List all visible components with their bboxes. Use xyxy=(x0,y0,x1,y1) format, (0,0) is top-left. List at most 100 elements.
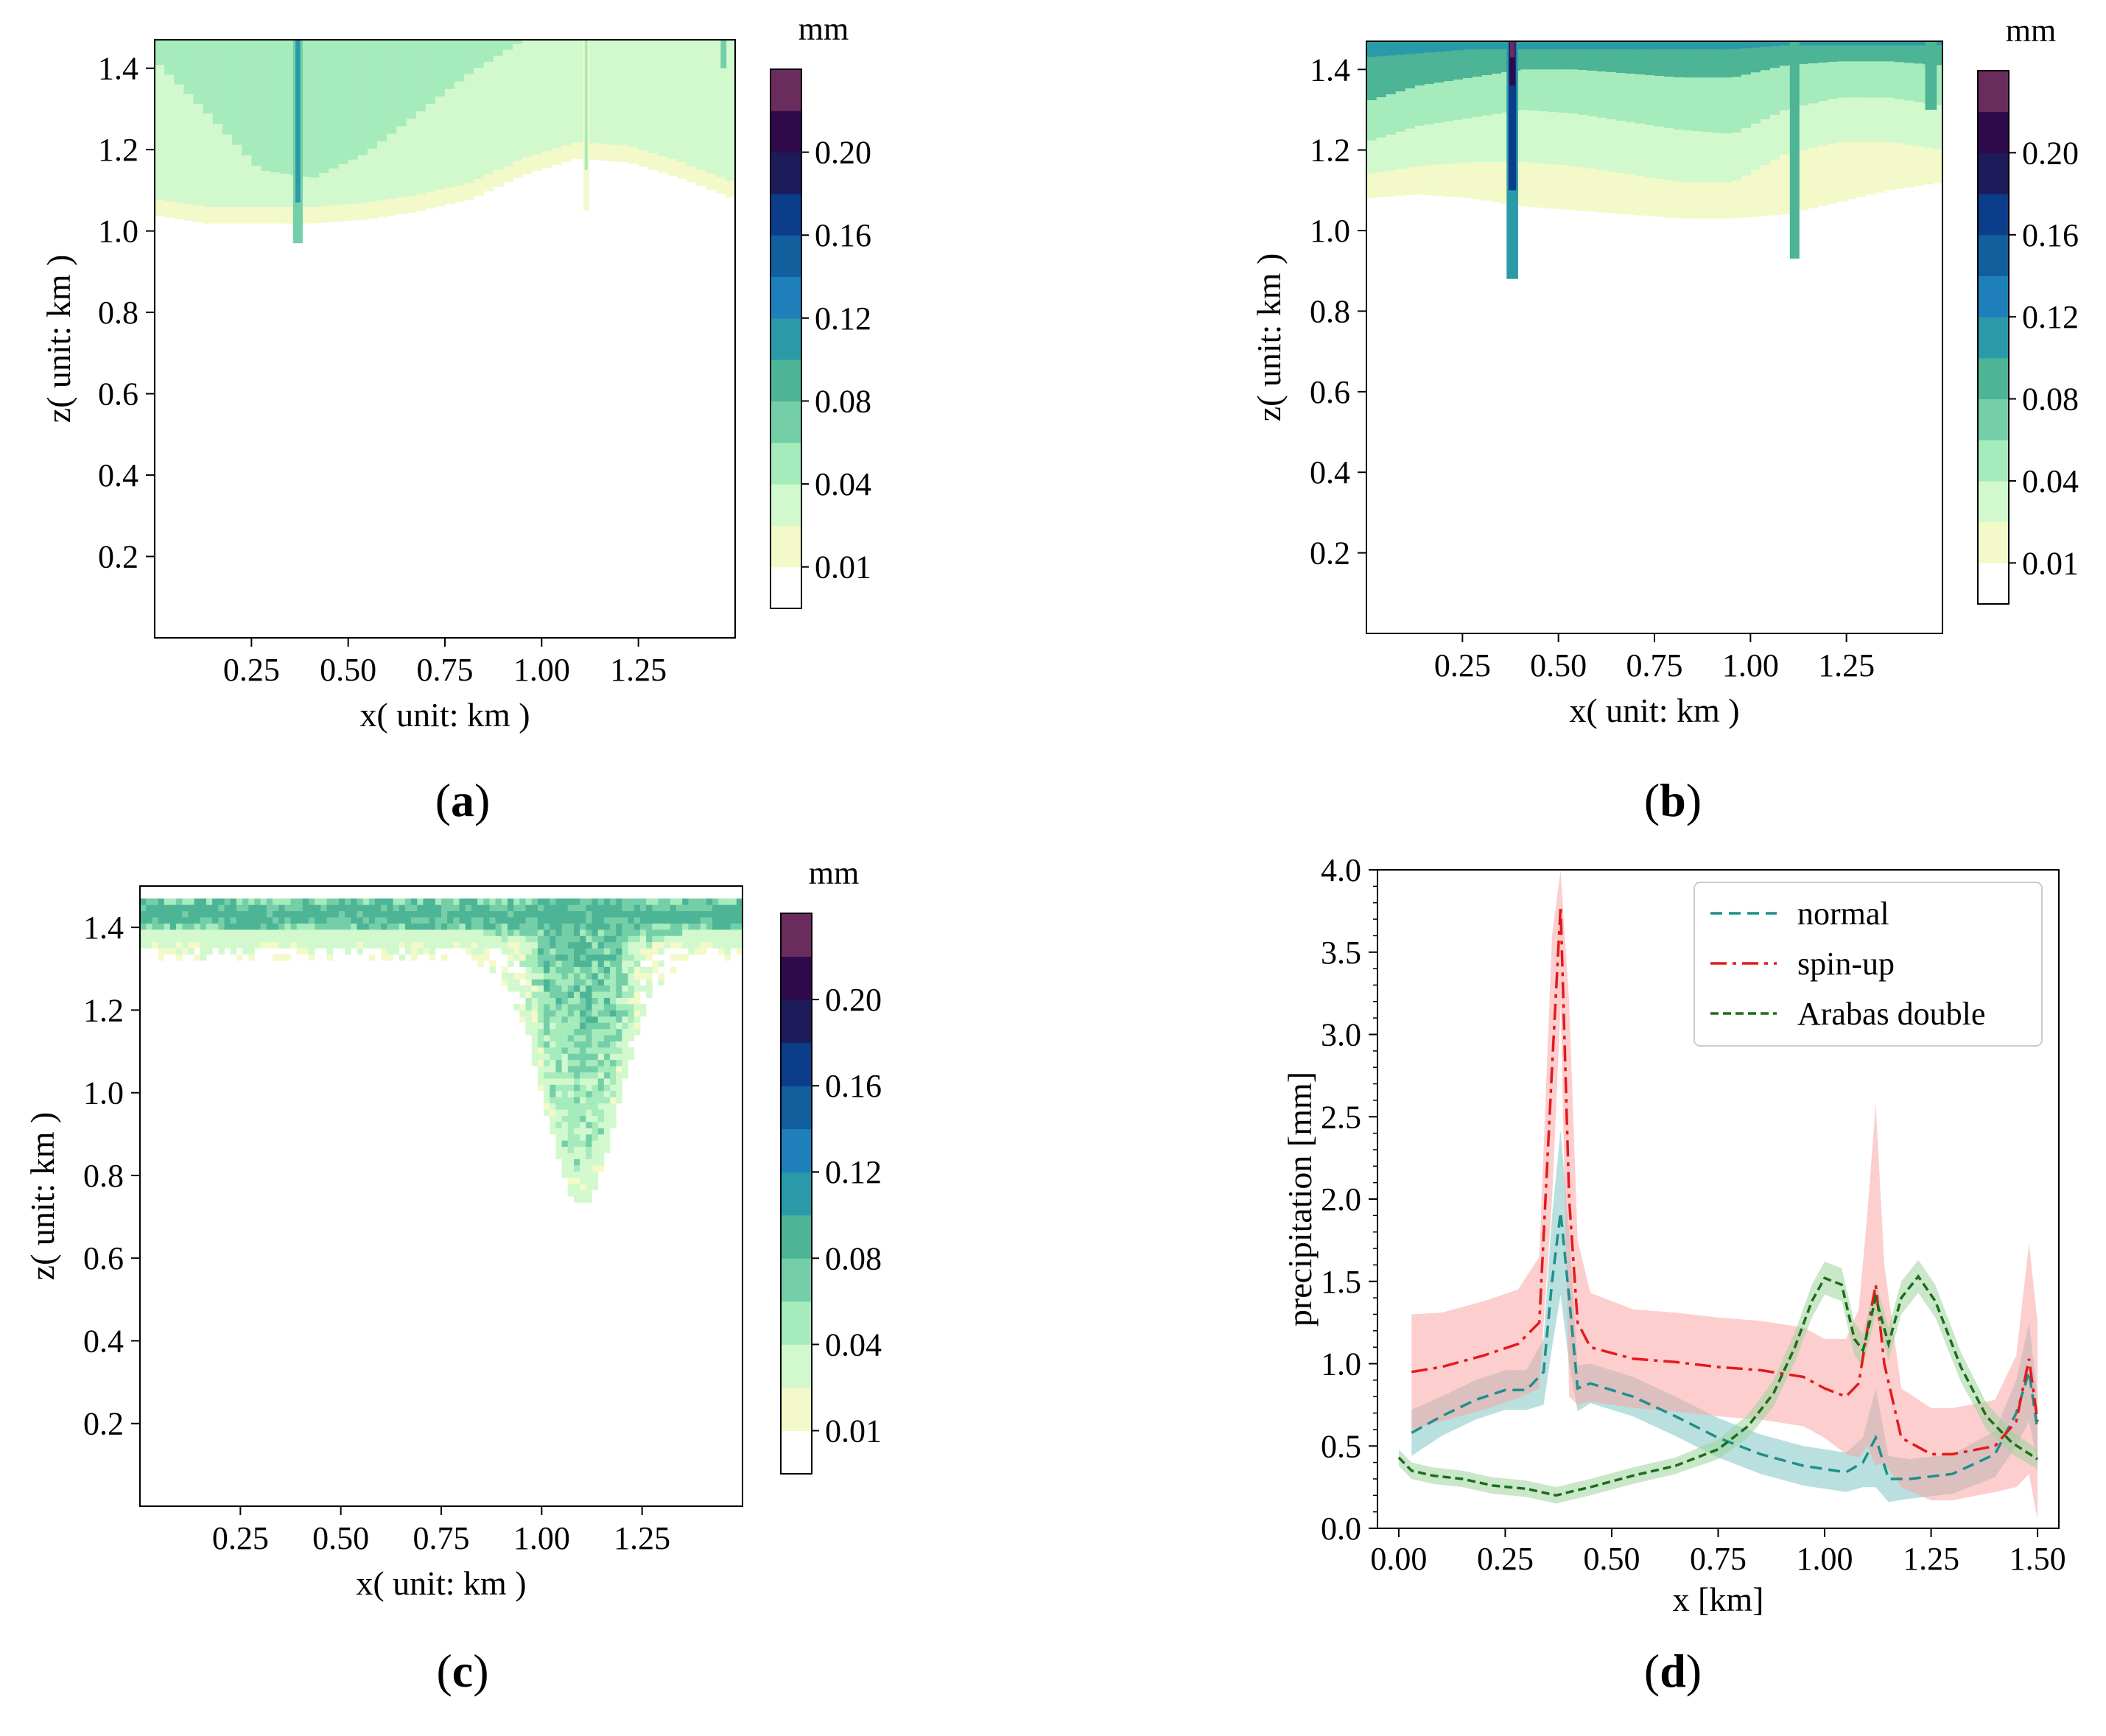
heatmap-cell xyxy=(639,898,647,905)
heatmap-cell xyxy=(152,941,158,949)
heatmap-cell xyxy=(447,929,454,936)
heatmap-cell xyxy=(146,941,152,949)
heatmap-cell xyxy=(639,972,647,980)
heatmap-cell xyxy=(670,929,677,936)
heatmap-cell xyxy=(724,917,731,924)
heatmap-cell xyxy=(357,904,364,912)
heatmap-cell xyxy=(592,1053,599,1061)
heatmap-cell xyxy=(489,923,496,930)
heatmap-cell xyxy=(696,169,707,186)
heatmap-cell xyxy=(567,904,575,912)
heatmap-cell xyxy=(483,923,490,930)
heatmap-cell xyxy=(415,194,427,211)
heatmap-cell xyxy=(567,1078,575,1085)
heatmap-cell xyxy=(639,1010,647,1017)
heatmap-cell xyxy=(736,935,743,943)
heatmap-cell xyxy=(332,917,340,924)
heatmap-cell xyxy=(700,923,707,930)
heatmap-cell xyxy=(597,1003,605,1011)
panel-c-xtick-label: 1.25 xyxy=(614,1520,670,1556)
heatmap-cell xyxy=(580,1177,586,1184)
panel-a-ytick-label: 0.6 xyxy=(98,376,138,412)
heatmap-cell xyxy=(586,1090,592,1097)
heatmap-cell xyxy=(1760,41,1770,47)
heatmap-cell xyxy=(586,1128,592,1135)
heatmap-cell xyxy=(537,1022,544,1030)
heatmap-cell xyxy=(1827,41,1838,46)
heatmap-cell xyxy=(555,917,562,924)
heatmap-cell xyxy=(183,203,194,221)
heatmap-cell xyxy=(315,910,321,918)
heatmap-cell xyxy=(1836,41,1847,62)
heatmap-cell xyxy=(658,898,665,905)
heatmap-cell xyxy=(302,941,309,949)
heatmap-cell xyxy=(537,941,544,949)
panel-b-colorbar-label: 0.01 xyxy=(2022,545,2079,581)
heatmap-cell xyxy=(261,40,272,171)
heatmap-cell xyxy=(580,1121,586,1128)
heatmap-cell xyxy=(592,1159,599,1166)
heatmap-cell xyxy=(176,948,183,955)
heatmap-cell xyxy=(550,1115,556,1122)
heatmap-cell xyxy=(525,898,533,905)
heatmap-cell xyxy=(1721,41,1732,49)
heatmap-cell xyxy=(326,954,334,961)
heatmap-cell xyxy=(152,917,158,924)
heatmap-cell xyxy=(471,954,478,961)
heatmap-cell xyxy=(188,910,195,918)
heatmap-cell xyxy=(212,941,219,949)
heatmap-cell xyxy=(531,1041,538,1048)
heatmap-cell xyxy=(495,935,502,943)
heatmap-cell xyxy=(616,948,622,955)
heatmap-cell xyxy=(555,1134,562,1141)
heatmap-cell xyxy=(597,960,605,967)
heatmap-cell xyxy=(537,1078,544,1085)
heatmap-cell xyxy=(501,948,508,955)
heatmap-cell xyxy=(302,904,309,912)
heatmap-cell xyxy=(435,904,442,912)
heatmap-cell xyxy=(489,960,496,967)
heatmap-cell xyxy=(628,898,635,905)
heatmap-cell xyxy=(706,929,713,936)
heatmap-cell xyxy=(248,929,255,936)
heatmap-cell xyxy=(610,1041,617,1048)
heatmap-cell xyxy=(628,941,635,949)
heatmap-cell xyxy=(622,941,628,949)
heatmap-cell xyxy=(730,910,737,918)
heatmap-cell xyxy=(471,917,478,924)
legend-box xyxy=(1693,882,2043,1047)
heatmap-cell xyxy=(567,1028,575,1036)
heatmap-cell xyxy=(567,1128,575,1135)
panel-b-colorbar-label: 0.16 xyxy=(2022,217,2079,253)
heatmap-panel-b: 0.25 0.50 0.75 1.00 1.250.20.40.60.81.01.21.… xyxy=(1250,13,2079,729)
heatmap-cell xyxy=(302,910,309,918)
heatmap-cell xyxy=(531,1016,538,1023)
heatmap-cell xyxy=(561,1140,569,1148)
heatmap-cell xyxy=(580,935,586,943)
heatmap-cell xyxy=(224,935,231,943)
heatmap-cell xyxy=(561,144,572,162)
heatmap-cell xyxy=(573,1066,580,1072)
heatmap-cell xyxy=(404,917,412,924)
heatmap-cell xyxy=(194,923,201,930)
panel-b-colorbar-swatch xyxy=(1978,563,2009,605)
heatmap-cell xyxy=(573,1035,580,1041)
heatmap-cell xyxy=(381,910,387,918)
heatmap-cell xyxy=(676,941,683,949)
heatmap-cell xyxy=(592,935,599,943)
heatmap-cell xyxy=(381,935,387,943)
heatmap-cell xyxy=(399,929,406,936)
heatmap-cell xyxy=(531,935,538,943)
heatmap-cell xyxy=(531,997,538,1005)
heatmap-cell xyxy=(169,941,177,949)
heatmap-cell xyxy=(477,935,484,943)
heatmap-cell xyxy=(555,954,562,961)
heatmap-cell xyxy=(417,898,424,905)
heatmap-cell xyxy=(592,1022,599,1030)
heatmap-cell xyxy=(284,904,291,912)
heatmap-cell xyxy=(477,917,484,924)
heatmap-cell xyxy=(266,917,273,924)
heatmap-cell xyxy=(561,910,569,918)
heatmap-cell xyxy=(230,910,237,918)
heatmap-cell xyxy=(544,1016,550,1023)
